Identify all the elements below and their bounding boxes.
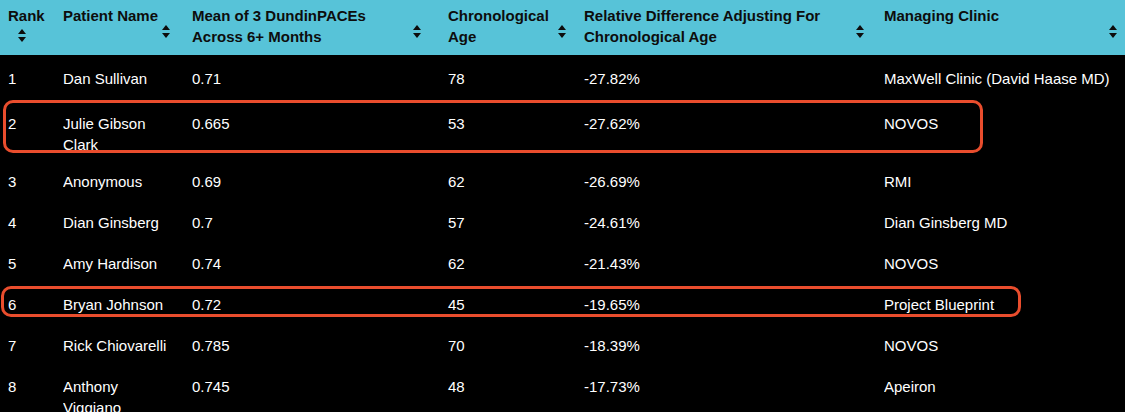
cell-patient-name: Anonymous — [63, 158, 192, 199]
leaderboard-table: Rank Patient Name Mean of 3 DundinPACEs … — [0, 0, 1125, 412]
sort-arrows-icon[interactable] — [558, 25, 566, 38]
sort-arrows-icon[interactable] — [413, 25, 421, 38]
table-row-7: 7 Rick Chiovarelli 0.785 70 -18.39% NOVO… — [0, 322, 1125, 363]
sort-arrows-icon[interactable] — [18, 29, 26, 42]
column-header-chronological-age[interactable]: Chronological Age — [447, 0, 584, 55]
cell-managing-clinic: RMI — [884, 158, 1125, 199]
cell-mean-dundinpace: 0.74 — [192, 240, 447, 281]
sort-up-triangle — [1109, 25, 1117, 30]
cell-mean-dundinpace: 0.71 — [192, 55, 447, 100]
table-row-1: 1 Dan Sullivan 0.71 78 -27.82% MaxWell C… — [0, 55, 1125, 100]
cell-relative-diff: -24.61% — [584, 199, 884, 240]
sort-up-triangle — [413, 25, 421, 30]
cell-rank: 4 — [0, 199, 63, 240]
column-header-patient-name-label: Patient Name — [63, 5, 158, 26]
cell-age: 62 — [447, 240, 584, 281]
sort-down-triangle — [1109, 33, 1117, 38]
table-body: 1 Dan Sullivan 0.71 78 -27.82% MaxWell C… — [0, 55, 1125, 412]
column-header-mean-label: Mean of 3 DundinPACEs Across 6+ Months — [192, 5, 413, 47]
cell-rank: 3 — [0, 158, 63, 199]
cell-managing-clinic: MaxWell Clinic (David Haase MD) — [884, 55, 1125, 100]
sort-down-triangle — [162, 33, 170, 38]
cell-mean-dundinpace: 0.69 — [192, 158, 447, 199]
cell-mean-dundinpace: 0.7 — [192, 199, 447, 240]
cell-patient-name: Dian Ginsberg — [63, 199, 192, 240]
cell-rank: 5 — [0, 240, 63, 281]
sort-down-triangle — [18, 37, 26, 42]
table-row-3: 3 Anonymous 0.69 62 -26.69% RMI — [0, 158, 1125, 199]
column-header-rank-label: Rank — [8, 5, 45, 26]
sort-up-triangle — [18, 29, 26, 34]
column-header-age-label: Chronological Age — [448, 5, 558, 47]
sort-up-triangle — [856, 25, 864, 30]
cell-patient-name: Bryan Johnson — [63, 281, 192, 322]
cell-mean-dundinpace: 0.785 — [192, 322, 447, 363]
cell-patient-name: Julie Gibson Clark — [63, 100, 192, 158]
table-row-8: 8 Anthony Viggiano 0.745 48 -17.73% Apei… — [0, 363, 1125, 412]
cell-age: 48 — [447, 363, 584, 412]
cell-age: 78 — [447, 55, 584, 100]
table-header-row: Rank Patient Name Mean of 3 DundinPACEs … — [0, 0, 1125, 55]
cell-managing-clinic: Apeiron — [884, 363, 1125, 412]
table-row-6: 6 Bryan Johnson 0.72 45 -19.65% Project … — [0, 281, 1125, 322]
table-row-4: 4 Dian Ginsberg 0.7 57 -24.61% Dian Gins… — [0, 199, 1125, 240]
sort-up-triangle — [162, 25, 170, 30]
sort-arrows-icon[interactable] — [162, 25, 170, 38]
cell-patient-name: Anthony Viggiano — [63, 363, 192, 412]
table-row-5: 5 Amy Hardison 0.74 62 -21.43% NOVOS — [0, 240, 1125, 281]
cell-relative-diff: -21.43% — [584, 240, 884, 281]
cell-rank: 6 — [0, 281, 63, 322]
cell-managing-clinic: NOVOS — [884, 240, 1125, 281]
cell-age: 45 — [447, 281, 584, 322]
column-header-managing-clinic-label: Managing Clinic — [884, 5, 999, 26]
cell-mean-dundinpace: 0.665 — [192, 100, 447, 158]
cell-rank: 2 — [0, 100, 63, 158]
cell-managing-clinic: Project Blueprint — [884, 281, 1125, 322]
sort-arrows-icon[interactable] — [1109, 25, 1117, 38]
cell-age: 53 — [447, 100, 584, 158]
cell-mean-dundinpace: 0.72 — [192, 281, 447, 322]
cell-rank: 7 — [0, 322, 63, 363]
cell-relative-diff: -27.62% — [584, 100, 884, 158]
column-header-relative-difference-label: Relative Difference Adjusting For Chrono… — [584, 5, 844, 47]
cell-managing-clinic: NOVOS — [884, 100, 1125, 158]
sort-down-triangle — [413, 33, 421, 38]
cell-age: 62 — [447, 158, 584, 199]
cell-relative-diff: -18.39% — [584, 322, 884, 363]
sort-down-triangle — [856, 33, 864, 38]
cell-managing-clinic: NOVOS — [884, 322, 1125, 363]
cell-relative-diff: -19.65% — [584, 281, 884, 322]
cell-age: 70 — [447, 322, 584, 363]
cell-relative-diff: -27.82% — [584, 55, 884, 100]
column-header-mean-dundinpace[interactable]: Mean of 3 DundinPACEs Across 6+ Months — [192, 0, 447, 55]
cell-rank: 8 — [0, 363, 63, 412]
sort-arrows-icon[interactable] — [856, 25, 864, 38]
cell-relative-diff: -17.73% — [584, 363, 884, 412]
column-header-patient-name[interactable]: Patient Name — [63, 0, 192, 55]
cell-mean-dundinpace: 0.745 — [192, 363, 447, 412]
cell-managing-clinic: Dian Ginsberg MD — [884, 199, 1125, 240]
cell-patient-name: Amy Hardison — [63, 240, 192, 281]
sort-down-triangle — [558, 33, 566, 38]
cell-rank: 1 — [0, 55, 63, 100]
column-header-managing-clinic[interactable]: Managing Clinic — [884, 0, 1125, 55]
cell-patient-name: Dan Sullivan — [63, 55, 192, 100]
column-header-rank[interactable]: Rank — [0, 0, 63, 55]
cell-patient-name: Rick Chiovarelli — [63, 322, 192, 363]
cell-age: 57 — [447, 199, 584, 240]
table-row-2: 2 Julie Gibson Clark 0.665 53 -27.62% NO… — [0, 100, 1125, 158]
cell-relative-diff: -26.69% — [584, 158, 884, 199]
sort-up-triangle — [558, 25, 566, 30]
column-header-relative-difference[interactable]: Relative Difference Adjusting For Chrono… — [584, 0, 884, 55]
